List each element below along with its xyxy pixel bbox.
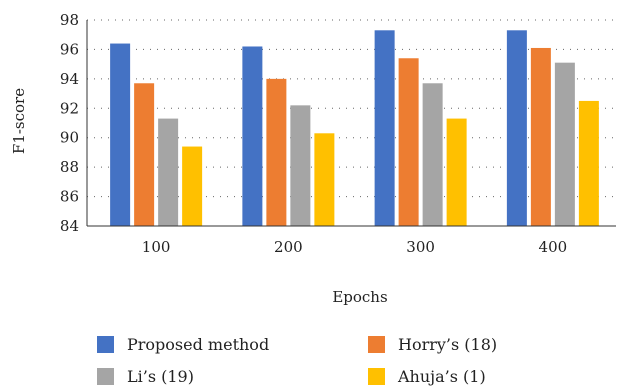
x-axis-label: Epochs <box>332 288 387 306</box>
bar <box>446 118 467 226</box>
x-tick-label: 400 <box>539 238 568 256</box>
y-axis-label: F1-score <box>10 88 28 154</box>
y-tick-label: 98 <box>60 11 79 29</box>
y-tick-label: 90 <box>60 129 79 147</box>
legend-label: Ahuja’s (1) <box>397 367 486 386</box>
bar <box>182 146 203 226</box>
bar <box>134 83 155 227</box>
legend-label: Li’s (19) <box>127 367 194 386</box>
legend-label: Proposed method <box>127 335 269 354</box>
axes <box>86 20 616 227</box>
x-tick-label: 200 <box>274 238 303 256</box>
bar <box>374 30 395 226</box>
x-tick-label: 300 <box>406 238 435 256</box>
bar <box>530 47 551 227</box>
legend: Proposed method Horry’s (18) Li’s (19) Ahuj… <box>97 335 497 386</box>
legend-swatch <box>368 368 385 385</box>
bar <box>266 78 287 226</box>
legend-swatch <box>368 336 385 353</box>
bar <box>554 62 575 226</box>
y-tick-label: 88 <box>60 158 79 176</box>
bar <box>290 105 311 226</box>
legend-swatch <box>97 336 114 353</box>
legend-label: Horry’s (18) <box>398 335 497 354</box>
y-tick-labels: 84 86 88 90 92 94 96 98 <box>60 11 79 235</box>
bar <box>578 100 599 226</box>
bar <box>506 30 527 226</box>
x-tick-labels: 100 200 300 400 <box>142 238 567 256</box>
x-tick-label: 100 <box>142 238 171 256</box>
bar <box>242 46 263 226</box>
bar <box>158 118 179 226</box>
bars <box>110 30 599 227</box>
bar <box>398 58 419 226</box>
y-tick-label: 96 <box>60 40 79 58</box>
y-tick-label: 94 <box>60 70 79 88</box>
bar <box>314 133 335 226</box>
legend-swatch <box>97 368 114 385</box>
bar <box>422 83 443 227</box>
y-tick-label: 86 <box>60 188 79 206</box>
bar <box>110 43 131 226</box>
y-tick-label: 84 <box>60 217 79 235</box>
y-tick-label: 92 <box>60 99 79 117</box>
